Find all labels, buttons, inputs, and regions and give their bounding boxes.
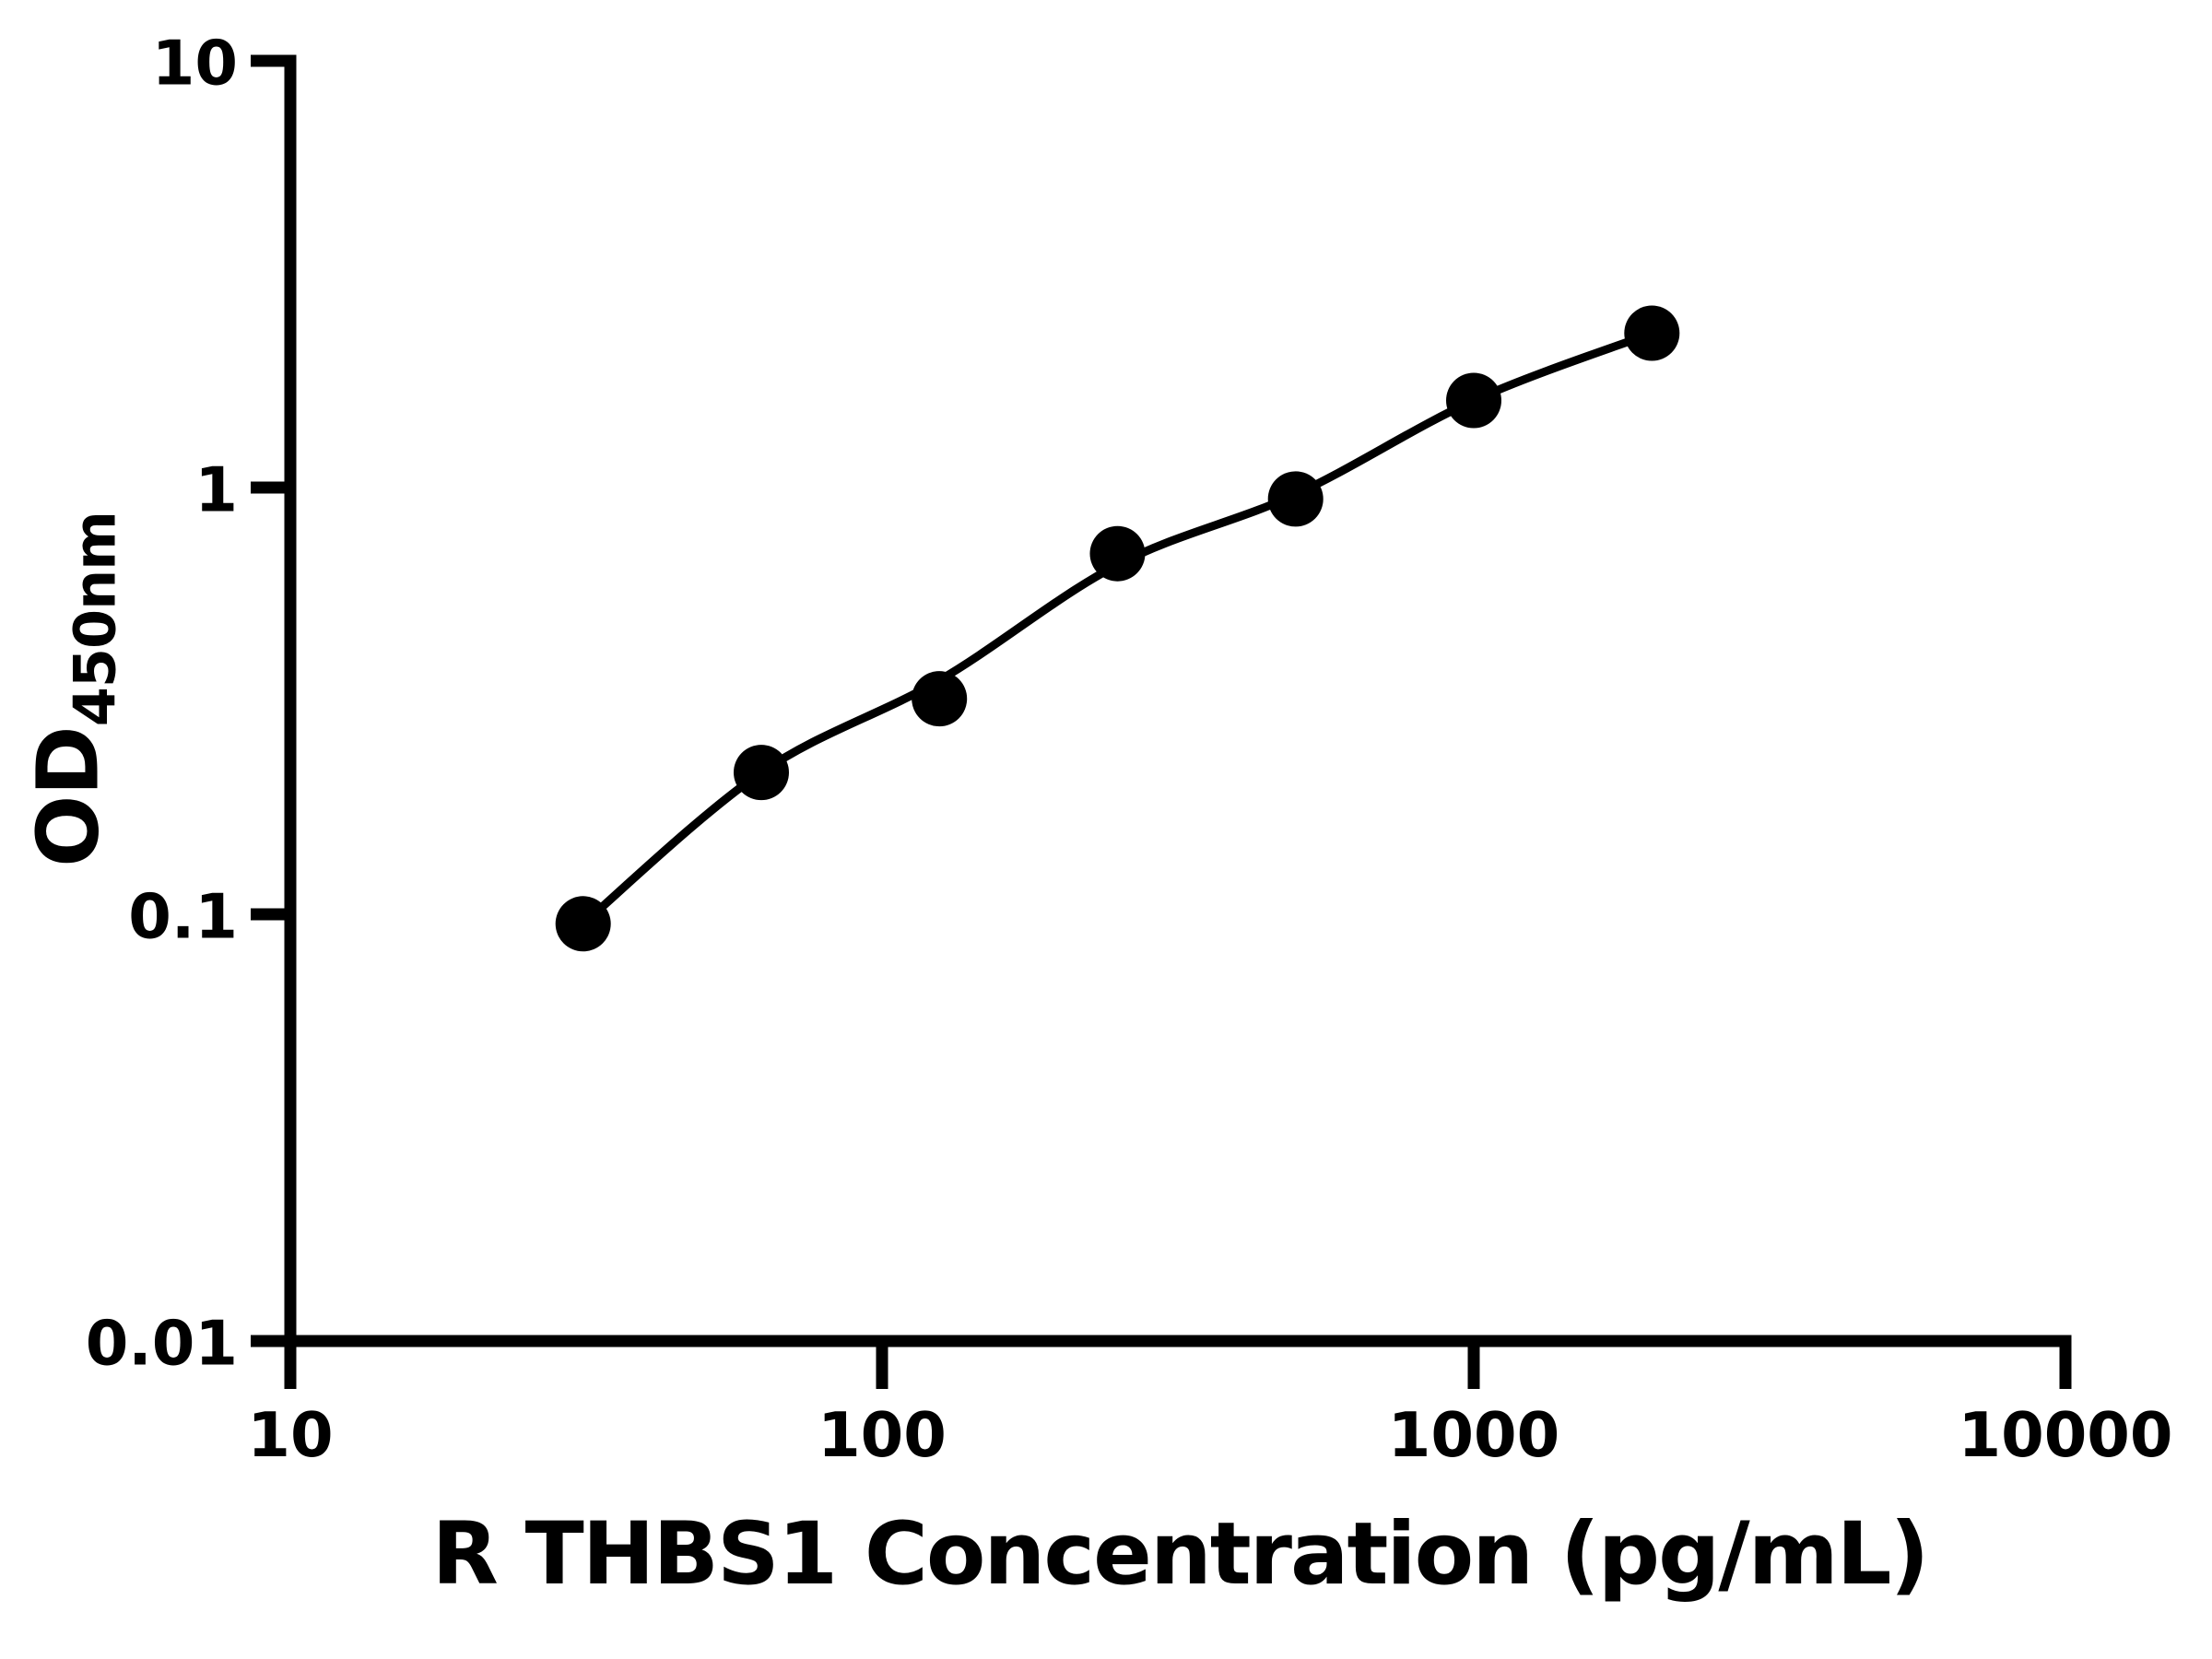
data-point — [555, 896, 611, 952]
data-point — [1089, 525, 1146, 582]
x-tick-label: 10000 — [1958, 1399, 2172, 1471]
y-tick-label: 10 — [152, 28, 238, 100]
y-axis-title: OD450nm — [18, 512, 129, 867]
data-point — [1446, 372, 1501, 429]
y-tick-label: 1 — [194, 454, 238, 526]
fit-curve — [579, 329, 1656, 928]
data-point — [734, 745, 789, 801]
data-point — [1267, 471, 1324, 527]
y-tick-label: 0.1 — [128, 881, 238, 953]
x-axis-title: R THBS1 Concentration (pg/mL) — [431, 1504, 1929, 1605]
x-tick-label: 1000 — [1388, 1399, 1559, 1471]
x-tick-label: 10 — [247, 1399, 333, 1471]
y-axis-title-main: OD — [18, 726, 118, 867]
x-tick-label: 100 — [818, 1399, 947, 1471]
data-point — [912, 671, 968, 727]
y-tick-label: 0.01 — [86, 1308, 238, 1380]
data-point — [1624, 305, 1680, 361]
y-axis-title-subscript: 450nm — [61, 512, 129, 727]
